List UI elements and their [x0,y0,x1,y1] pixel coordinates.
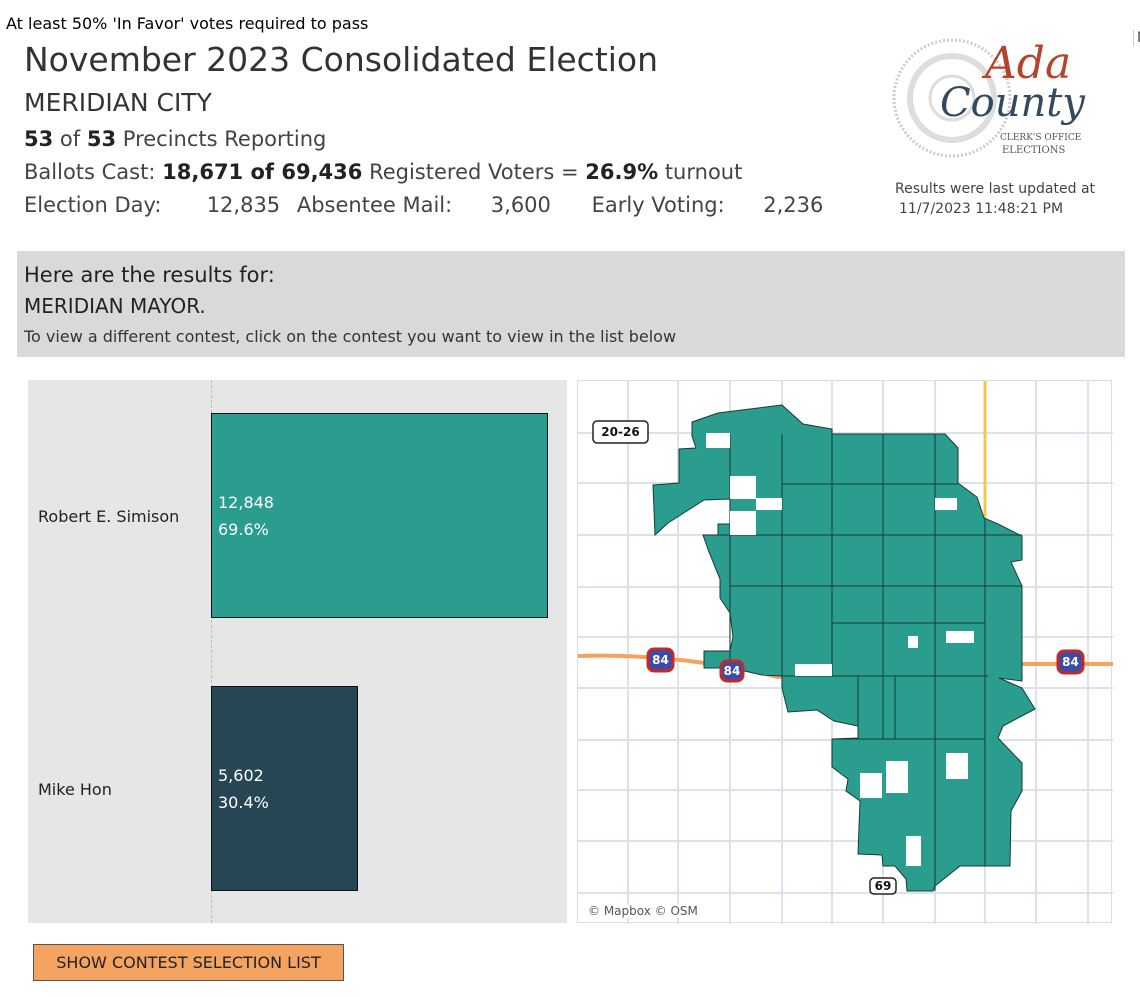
vote-percent: 69.6% [218,520,269,539]
results-intro: Here are the results for: [24,263,275,287]
vote-count: 5,602 [218,766,264,785]
pass-requirement-note: At least 50% 'In Favor' votes required t… [6,14,369,33]
precincts-suffix: Precincts Reporting [122,127,327,151]
turnout-suffix: turnout [664,160,743,184]
election-day-label: Election Day: [24,193,162,217]
absentee-label: Absentee Mail: [296,193,453,217]
contest-name: MERIDIAN MAYOR. [24,294,206,318]
us-route-shield-icon: 20-26 [592,420,649,444]
svg-text:84: 84 [652,653,669,667]
early-voting-label: Early Voting: [591,193,725,217]
vote-percent: 30.4% [218,793,269,812]
svg-text:ELECTIONS: ELECTIONS [1002,145,1065,156]
svg-text:County: County [940,80,1086,126]
interstate-shield-icon: 84 [719,659,745,683]
precinct-map[interactable]: 20-26 84 84 84 69 © Mapbox © OSM [577,380,1113,924]
vote-count: 12,848 [218,493,274,512]
last-updated: Results were last updated at 11/7/2023 1… [895,179,1095,219]
ballots-value: 18,671 of 69,436 [162,160,363,184]
candidate-bar[interactable]: 12,848 69.6% [211,413,548,618]
candidate-name: Robert E. Simison [38,507,180,526]
precincts-reported: 53 [24,127,54,151]
contest-banner: Here are the results for: MERIDIAN MAYOR… [17,251,1125,357]
last-updated-label: Results were last updated at [895,181,1096,197]
ada-county-logo: Ada County CLERK'S OFFICE ELECTIONS [892,38,1086,158]
absentee-value: 3,600 [490,193,551,217]
results-bar-chart: Robert E. Simison 12,848 69.6% Mike Hon … [28,380,567,923]
unincorporated-areas [706,433,974,866]
page-title: November 2023 Consolidated Election [24,40,659,79]
vote-mode-breakdown: Election Day: 12,835 Absentee Mail: 3,60… [24,193,823,217]
edge-text: M [1133,30,1140,46]
candidate-bar[interactable]: 5,602 30.4% [211,686,358,891]
early-voting-value: 2,236 [763,193,824,217]
precinct-boundaries [703,434,1022,891]
candidate-name: Mike Hon [38,780,112,799]
interstate-shield-icon: 84 [646,647,675,673]
ballots-cast: Ballots Cast: 18,671 of 69,436 Registere… [24,160,742,184]
precincts-reporting: 53 of 53 Precincts Reporting [24,127,326,151]
road-shields: 20-26 84 84 84 69 [592,420,1085,895]
interstate-shield-icon: 84 [1056,649,1085,675]
axis-line [211,380,212,923]
ballots-label: Ballots Cast: [24,160,156,184]
election-day-value: 12,835 [206,193,281,217]
show-contest-selection-list-button[interactable]: SHOW CONTEST SELECTION LIST [33,944,344,981]
jurisdiction-title: MERIDIAN CITY [24,88,212,117]
meridian-city-area[interactable] [652,404,1036,892]
contest-hint: To view a different contest, click on th… [24,327,677,346]
svg-text:CLERK'S OFFICE: CLERK'S OFFICE [1000,133,1081,143]
state-route-shield-icon: 69 [869,877,897,895]
svg-text:69: 69 [875,879,892,893]
turnout-value: 26.9% [585,160,659,184]
map-attribution[interactable]: © Mapbox © OSM [586,904,700,918]
svg-text:84: 84 [1062,655,1079,669]
precincts-total: 53 [86,127,117,151]
last-updated-time: 11/7/2023 11:48:21 PM [899,201,1064,217]
of-text: of [59,127,81,151]
svg-text:20-26: 20-26 [601,425,639,439]
svg-text:Ada: Ada [981,38,1071,89]
svg-text:84: 84 [724,664,741,678]
registered-label: Registered Voters = [369,160,579,184]
